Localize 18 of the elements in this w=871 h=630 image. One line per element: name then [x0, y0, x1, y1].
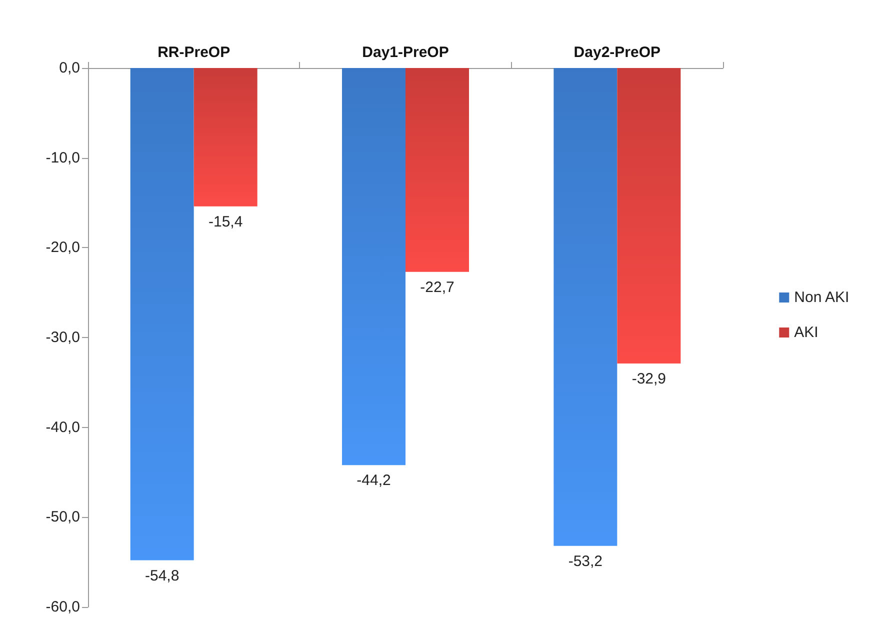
data-label: -54,8	[144, 567, 180, 584]
y-tick-label: -60,0	[46, 598, 80, 616]
data-label: -44,2	[356, 472, 391, 490]
data-label: -53,2	[568, 552, 603, 570]
y-tick-label: -30,0	[46, 329, 80, 346]
legend-label: AKI	[794, 324, 818, 341]
legend-label: Non AKI	[794, 289, 850, 306]
data-label: -15,4	[208, 213, 243, 230]
data-label: -22,7	[420, 278, 454, 296]
x-tick-label: Day2-PreOP	[574, 44, 661, 61]
y-tick-label: -40,0	[46, 418, 80, 436]
data-label: -32,9	[632, 370, 666, 388]
y-tick-label: 0,0	[59, 60, 80, 76]
y-tick-label: -50,0	[46, 508, 80, 526]
x-tick-label: Day1-PreOP	[362, 44, 449, 61]
y-tick-label: -20,0	[46, 239, 80, 256]
x-tick-label: RR-PreOP	[158, 44, 230, 61]
y-tick-label: -10,0	[46, 149, 80, 166]
